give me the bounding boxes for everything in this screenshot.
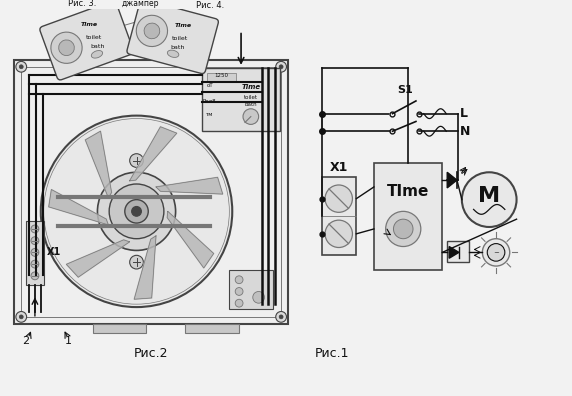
Circle shape [253,291,264,303]
Ellipse shape [92,51,102,58]
Circle shape [59,40,74,55]
Text: bath: bath [244,102,257,107]
Polygon shape [49,190,108,225]
Bar [93,324,146,333]
Circle shape [276,61,287,72]
Text: Time: Time [81,22,98,27]
Circle shape [97,172,176,250]
Bar [21,67,281,317]
Polygon shape [130,127,177,181]
Circle shape [235,299,243,307]
Circle shape [130,154,144,168]
Circle shape [31,260,39,268]
Polygon shape [449,247,459,258]
Text: Рис. 4.: Рис. 4. [196,1,224,10]
Text: M: M [478,186,500,206]
Circle shape [235,287,243,295]
Polygon shape [167,211,214,268]
Text: Рис.1: Рис.1 [315,346,349,360]
Text: toilet: toilet [244,95,258,99]
Polygon shape [85,131,112,198]
Text: N: N [460,125,470,138]
Text: 1250: 1250 [214,73,229,78]
Text: 1: 1 [65,336,72,346]
Bar [26,221,43,285]
Circle shape [325,185,352,212]
Text: L: L [460,107,468,120]
Circle shape [386,211,421,247]
Circle shape [394,219,413,239]
Bar [322,177,356,255]
Circle shape [31,272,39,280]
Circle shape [19,65,23,69]
Circle shape [41,116,232,307]
Text: X1: X1 [329,161,348,174]
Text: тм: тм [206,112,213,117]
Circle shape [276,312,287,322]
Polygon shape [156,177,223,194]
Text: toilet: toilet [172,36,188,41]
Bar [374,162,442,270]
Circle shape [109,184,164,239]
Circle shape [16,312,27,322]
Polygon shape [134,236,156,299]
Circle shape [279,315,283,319]
Text: 2: 2 [22,336,30,346]
Circle shape [51,32,82,63]
Text: Рел8: Рел8 [203,99,217,105]
Circle shape [487,244,505,261]
Polygon shape [447,172,457,188]
Bar [207,72,236,82]
Circle shape [325,220,352,248]
Bar [14,60,288,324]
Circle shape [132,206,141,216]
Bar [447,241,468,262]
Circle shape [462,172,517,227]
Bar [229,270,273,309]
Text: X1: X1 [47,248,61,257]
Text: Time: Time [175,23,192,28]
Bar [202,68,280,131]
Circle shape [16,61,27,72]
Text: toilet: toilet [86,35,102,40]
Circle shape [136,15,168,47]
Circle shape [279,65,283,69]
Circle shape [243,109,259,124]
Circle shape [144,23,160,39]
Circle shape [130,255,144,269]
Polygon shape [66,240,130,277]
FancyBboxPatch shape [127,0,219,74]
Circle shape [19,315,23,319]
Text: Рис.2: Рис.2 [134,346,168,360]
Text: джампер: джампер [122,0,159,8]
Text: Time: Time [241,84,260,90]
Circle shape [235,276,243,284]
Circle shape [31,237,39,245]
Circle shape [125,200,148,223]
FancyBboxPatch shape [40,1,133,80]
Text: TIme: TIme [387,184,430,199]
Text: bath: bath [90,44,105,50]
Text: ~: ~ [493,250,499,256]
Text: оТ: оТ [206,83,213,88]
Circle shape [31,225,39,233]
Text: S1: S1 [398,85,413,95]
Ellipse shape [168,50,179,57]
Circle shape [482,239,510,266]
Text: bath: bath [170,46,185,50]
Bar [185,324,239,333]
Circle shape [31,248,39,256]
Text: Рис. 3.: Рис. 3. [67,0,96,8]
